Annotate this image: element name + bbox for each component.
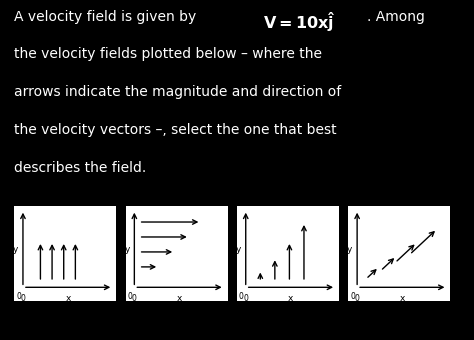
Text: x: x: [177, 294, 182, 303]
Text: 0: 0: [20, 294, 26, 303]
Text: y: y: [13, 245, 18, 254]
Text: x: x: [288, 294, 293, 303]
Text: . Among: . Among: [367, 10, 425, 24]
Text: 0: 0: [243, 294, 248, 303]
Text: D: D: [394, 313, 404, 326]
Text: $\mathbf{V{=}10x\hat{j}}$: $\mathbf{V{=}10x\hat{j}}$: [263, 10, 336, 34]
Text: the velocity vectors –, select the one that best: the velocity vectors –, select the one t…: [14, 123, 337, 137]
Text: x: x: [65, 294, 71, 303]
Text: 0: 0: [239, 291, 244, 301]
Text: 0: 0: [355, 294, 360, 303]
Text: y: y: [236, 245, 241, 254]
Text: 0: 0: [350, 291, 355, 301]
Text: 0: 0: [128, 291, 132, 301]
Text: 0: 0: [16, 291, 21, 301]
Text: B: B: [172, 313, 181, 326]
Text: 0: 0: [132, 294, 137, 303]
Text: y: y: [124, 245, 130, 254]
Text: describes the field.: describes the field.: [14, 161, 146, 175]
Text: arrows indicate the magnitude and direction of: arrows indicate the magnitude and direct…: [14, 85, 341, 99]
Text: y: y: [347, 245, 353, 254]
Text: A: A: [61, 313, 69, 326]
Text: A velocity field is given by: A velocity field is given by: [14, 10, 201, 24]
Text: the velocity fields plotted below – where the: the velocity fields plotted below – wher…: [14, 48, 322, 62]
Text: x: x: [400, 294, 405, 303]
Text: C: C: [283, 313, 292, 326]
